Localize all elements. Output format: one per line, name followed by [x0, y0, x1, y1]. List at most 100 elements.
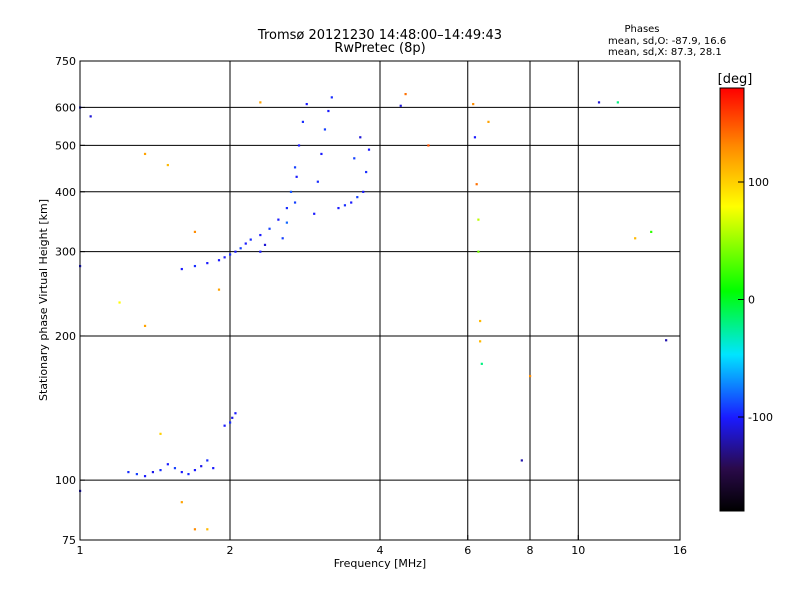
data-point — [151, 470, 155, 474]
phase-box-line-o: mean, sd,O: -87.9, 16.6 — [608, 36, 726, 47]
data-point — [356, 196, 359, 199]
data-point — [616, 101, 619, 104]
y-tick-label: 600 — [55, 101, 76, 114]
data-point — [479, 340, 482, 343]
data-point — [217, 259, 221, 262]
data-point — [180, 267, 183, 271]
y-tick-label: 750 — [55, 55, 76, 68]
data-point — [301, 120, 305, 123]
data-point — [193, 528, 197, 531]
data-point — [281, 237, 284, 240]
data-point — [520, 459, 523, 462]
phase-box-title: Phases — [624, 24, 659, 35]
data-point — [180, 470, 183, 474]
colorbar-ticks: 100 0 -100 — [738, 176, 773, 424]
data-point — [316, 180, 319, 183]
data-point — [472, 102, 475, 106]
colorbar-tick-label: -100 — [748, 411, 773, 424]
data-point — [231, 416, 234, 419]
data-point — [229, 253, 232, 256]
data-point — [320, 152, 323, 156]
data-point — [89, 115, 92, 118]
grid-lines — [80, 61, 680, 540]
data-point — [249, 238, 252, 241]
data-point — [180, 501, 183, 504]
data-point — [313, 212, 316, 215]
data-point — [234, 250, 237, 253]
data-point — [477, 218, 480, 221]
data-point — [206, 528, 209, 531]
data-point — [244, 242, 247, 245]
data-point — [367, 148, 371, 151]
data-point — [487, 120, 490, 123]
data-point — [143, 475, 147, 478]
y-axis-label: Stationary phase Virtual Height [km] — [37, 199, 50, 401]
data-point — [480, 362, 483, 365]
data-point — [229, 421, 232, 424]
x-tick-label: 8 — [527, 544, 534, 557]
data-point — [330, 96, 333, 99]
chart-subtitle: RwPretec (8p) — [334, 41, 425, 56]
data-point — [135, 473, 138, 476]
data-point — [143, 152, 147, 156]
data-point — [187, 473, 190, 476]
data-point — [293, 166, 297, 169]
data-point — [259, 250, 262, 253]
data-point — [217, 288, 221, 291]
x-tick-label: 16 — [673, 544, 687, 557]
data-point — [159, 469, 162, 472]
data-point — [665, 339, 668, 342]
data-point — [143, 324, 147, 328]
data-point — [118, 301, 121, 304]
y-tick-label: 300 — [55, 246, 76, 259]
x-axis-ticks: 1 2 4 6 8 10 16 — [77, 535, 687, 557]
x-tick-label: 2 — [227, 544, 234, 557]
data-point — [239, 247, 242, 250]
y-tick-label: 400 — [55, 186, 76, 199]
x-tick-label: 6 — [464, 544, 471, 557]
data-point — [285, 221, 288, 224]
data-point — [223, 256, 226, 259]
y-tick-label: 200 — [55, 330, 76, 343]
data-point — [479, 319, 482, 323]
data-point — [297, 144, 301, 147]
x-axis-label: Frequency [MHz] — [334, 557, 426, 570]
y-tick-label: 75 — [62, 534, 76, 547]
data-point — [277, 218, 280, 221]
data-point — [293, 201, 297, 204]
x-tick-label: 10 — [571, 544, 585, 557]
data-point — [399, 104, 402, 107]
data-point — [634, 237, 637, 240]
data-point — [268, 227, 271, 230]
x-tick-label: 4 — [377, 544, 384, 557]
x-tick-label: 1 — [77, 544, 84, 557]
data-point — [159, 432, 162, 435]
data-point — [166, 163, 169, 167]
y-tick-label: 500 — [55, 139, 76, 152]
data-point — [362, 190, 365, 193]
data-point — [473, 136, 477, 139]
data-point — [193, 230, 197, 233]
data-point — [212, 467, 215, 470]
data-point — [285, 206, 288, 210]
data-point — [289, 190, 293, 193]
data-point — [259, 101, 262, 104]
data-point — [353, 157, 356, 160]
data-point — [173, 467, 177, 470]
data-point — [365, 170, 368, 174]
phase-box-line-x: mean, sd,X: 87.3, 28.1 — [608, 47, 722, 58]
data-point — [127, 470, 130, 474]
data-point — [206, 459, 209, 462]
data-point — [597, 101, 601, 104]
data-point — [337, 206, 340, 210]
data-point — [193, 469, 197, 472]
colorbar-tick-label: 0 — [748, 294, 755, 307]
data-point — [427, 144, 430, 147]
data-point — [477, 250, 480, 253]
y-axis-ticks: 75 100 200 300 400 500 600 750 — [55, 55, 85, 547]
data-point — [193, 264, 197, 268]
data-point — [323, 128, 327, 131]
y-tick-label: 100 — [55, 474, 76, 487]
chart-title: Tromsø 20121230 14:48:00–14:49:43 — [257, 28, 502, 43]
